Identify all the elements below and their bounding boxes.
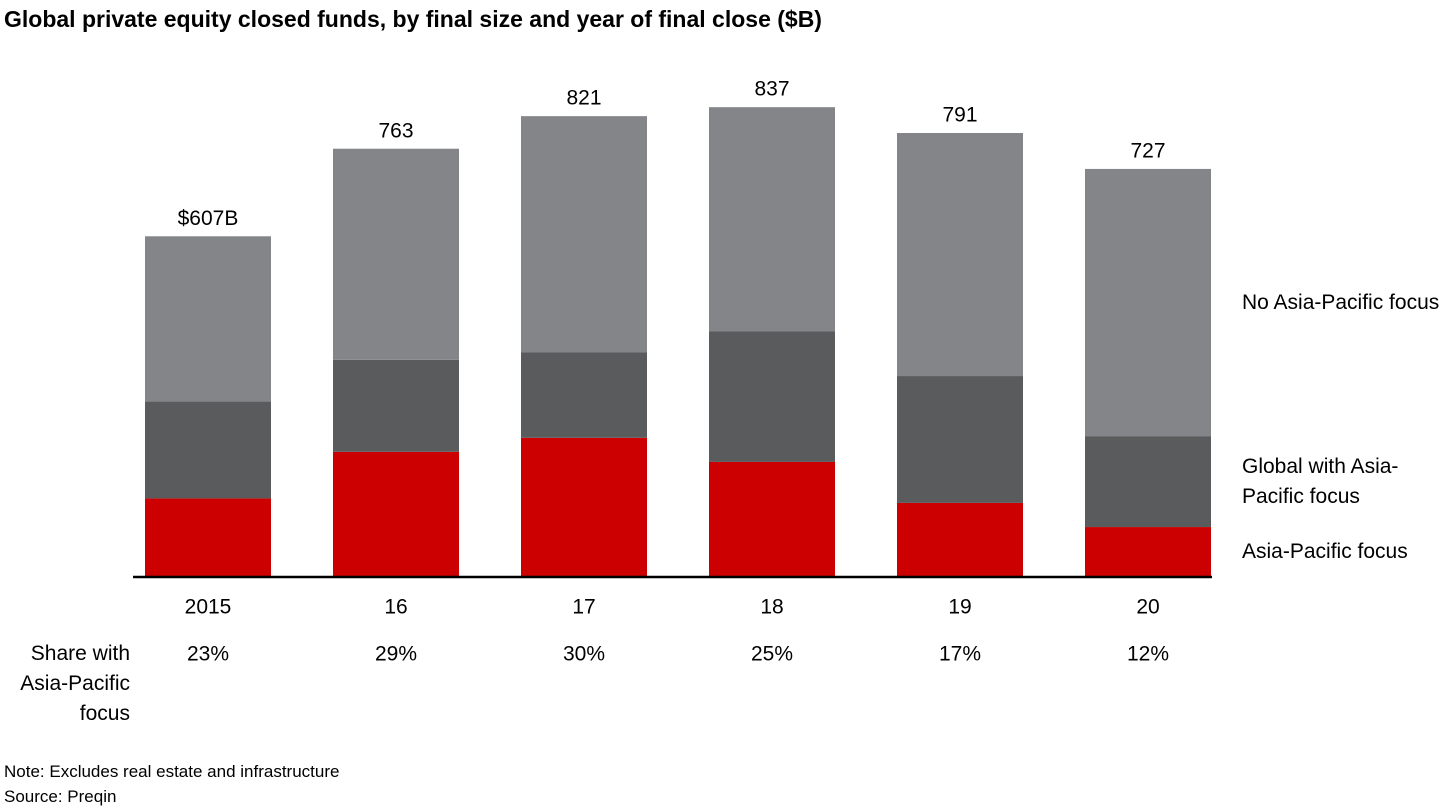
bar-segment <box>333 451 459 577</box>
x-tick-label: 2015 <box>185 596 232 619</box>
share-value: 17% <box>939 643 981 666</box>
legend-label: Global with Asia-Pacific focus <box>1242 454 1399 508</box>
bar-segment <box>521 437 647 577</box>
bar-segment <box>145 498 271 577</box>
bar-segment <box>333 359 459 452</box>
bar-segment <box>145 236 271 402</box>
note: Note: Excludes real estate and infrastru… <box>4 762 340 781</box>
bar-segment <box>1085 168 1211 437</box>
bar-segment <box>145 401 271 499</box>
bar-segment <box>1085 527 1211 577</box>
bar-segment <box>709 107 835 332</box>
x-tick-label: 19 <box>948 596 971 619</box>
bar-segment <box>521 352 647 438</box>
x-tick-label: 18 <box>760 596 783 619</box>
total-label: 837 <box>754 78 789 101</box>
x-tick-label: 16 <box>384 596 407 619</box>
total-label: $607B <box>178 207 239 230</box>
share-value: 12% <box>1127 643 1169 666</box>
x-tick-label: 20 <box>1136 596 1159 619</box>
total-label: 763 <box>378 119 413 142</box>
bar-segment <box>709 461 835 577</box>
bar-segment <box>897 133 1023 377</box>
bar-segment <box>1085 436 1211 528</box>
total-label: 791 <box>942 104 977 127</box>
bar-segment <box>521 116 647 353</box>
source: Source: Preqin <box>4 787 117 806</box>
bar-segment <box>333 148 459 360</box>
x-tick-label: 17 <box>572 596 595 619</box>
bar-segment <box>897 376 1023 503</box>
chart-title: Global private equity closed funds, by f… <box>4 6 822 32</box>
total-label: 727 <box>1130 139 1165 162</box>
share-value: 30% <box>563 643 605 666</box>
bar-segment <box>709 331 835 462</box>
legend-label: Asia-Pacific focus <box>1242 540 1408 564</box>
share-value: 29% <box>375 643 417 666</box>
share-label: Share with Asia-Pacific focus <box>20 642 130 725</box>
legend-label: No Asia-Pacific focus <box>1242 290 1440 314</box>
share-value: 23% <box>187 643 229 666</box>
bar-segment <box>897 502 1023 577</box>
total-label: 821 <box>566 87 601 110</box>
share-value: 25% <box>751 643 793 666</box>
